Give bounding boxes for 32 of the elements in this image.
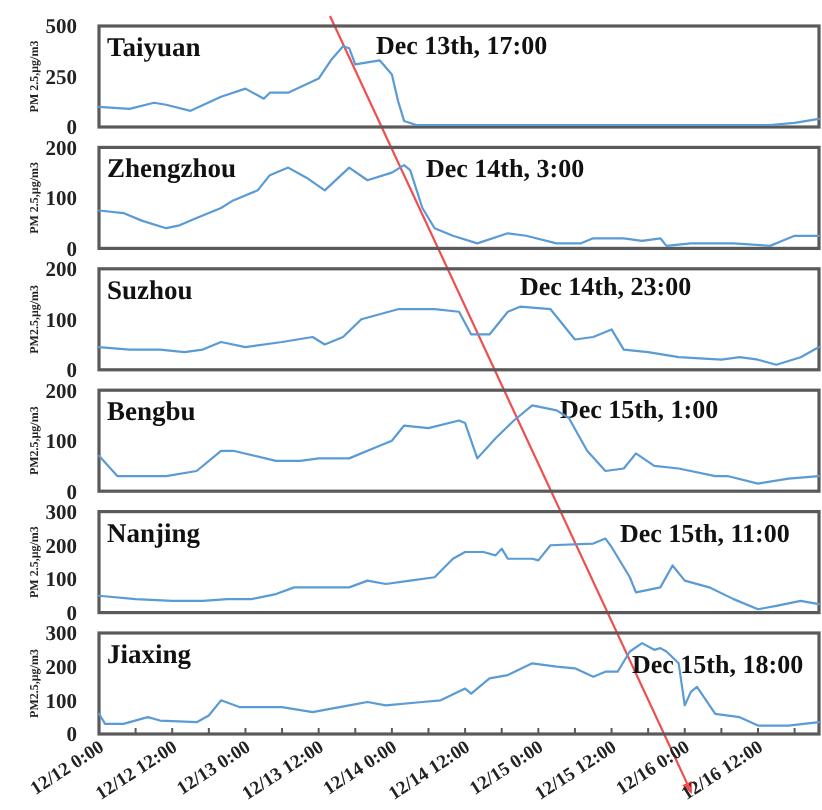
y-tick-label: 250 <box>45 67 77 90</box>
y-tick-label: 500 <box>45 17 77 40</box>
y-tick-label: 0 <box>66 482 77 505</box>
y-tick-label: 200 <box>45 138 77 161</box>
y-tick-label: 200 <box>45 381 77 404</box>
y-tick-label: 0 <box>66 239 77 262</box>
chart-title: Taiyuan <box>107 32 202 62</box>
y-tick-label: 200 <box>45 536 77 559</box>
annotation: Dec 13th, 17:00 <box>376 30 548 60</box>
chart-title: Suzhou <box>107 274 194 305</box>
chart-title: Nanjing <box>107 517 201 548</box>
annotation: Dec 15th, 18:00 <box>632 649 804 679</box>
y-tick-label: 100 <box>45 432 77 455</box>
y-tick-label: 300 <box>45 624 77 647</box>
y-tick-label: 0 <box>66 118 77 141</box>
chart-title: Bengbu <box>107 396 197 427</box>
y-tick-label: 0 <box>66 725 77 748</box>
y-tick-label: 200 <box>45 260 77 283</box>
annotation: Dec 15th, 11:00 <box>620 517 790 548</box>
chart-title: Jiaxing <box>107 639 192 669</box>
y-tick-label: 0 <box>66 603 77 626</box>
annotation: Dec 15th, 1:00 <box>560 394 719 425</box>
annotation: Dec 14th, 23:00 <box>520 270 692 301</box>
y-tick-label: 300 <box>45 502 77 525</box>
annotation: Dec 14th, 3:00 <box>426 153 585 184</box>
chart-title: Zhengzhou <box>107 153 238 184</box>
y-tick-label: 100 <box>45 310 77 333</box>
y-tick-label: 100 <box>45 189 77 212</box>
y-tick-label: 100 <box>45 570 77 593</box>
y-tick-label: 200 <box>45 658 77 681</box>
y-tick-label: 100 <box>45 691 77 714</box>
y-tick-label: 0 <box>66 361 77 384</box>
